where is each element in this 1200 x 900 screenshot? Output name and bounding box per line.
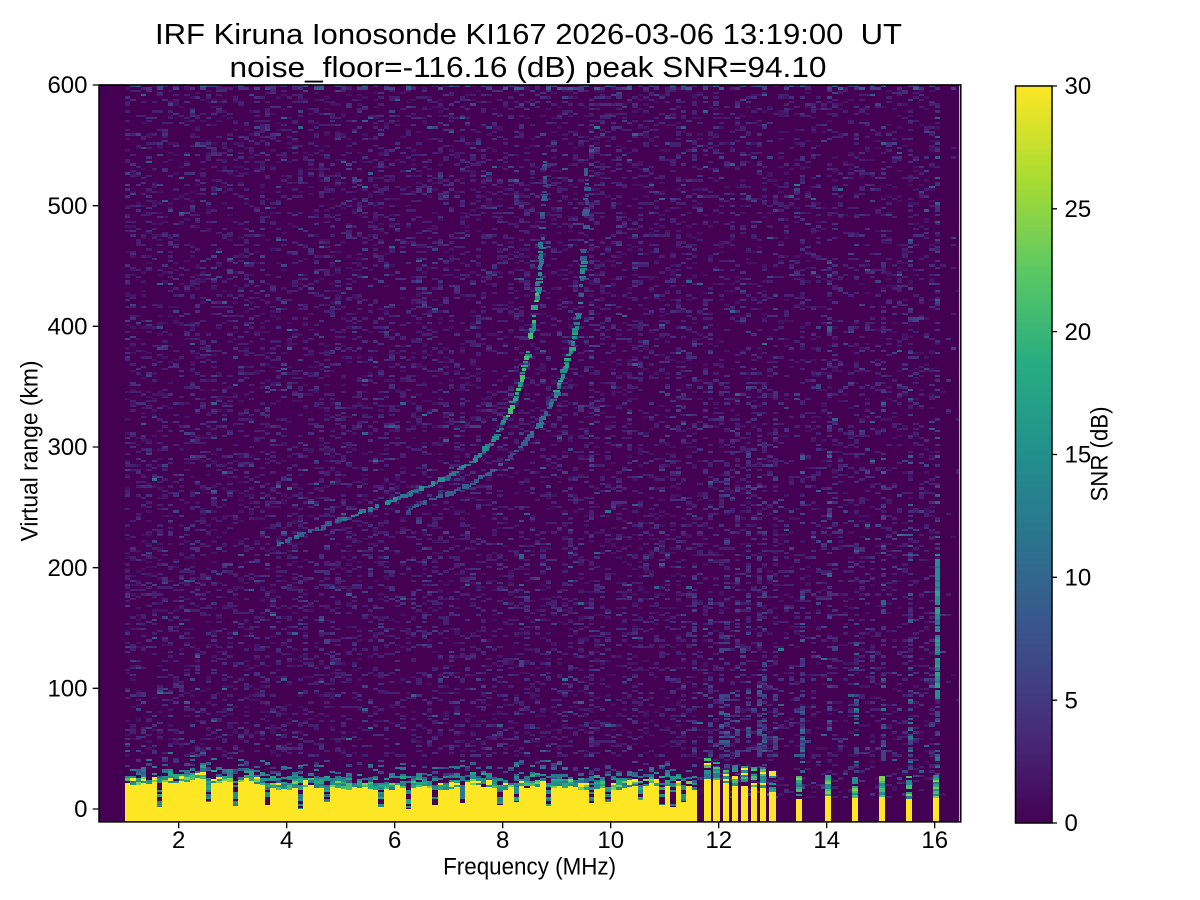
svg-text:IRF Kiruna Ionosonde KI167 202: IRF Kiruna Ionosonde KI167 2026-03-06 13… <box>155 19 902 51</box>
svg-text:0: 0 <box>1065 810 1078 837</box>
svg-text:noise_floor=-116.16 (dB) peak: noise_floor=-116.16 (dB) peak SNR=94.10 <box>230 52 827 84</box>
svg-text:14: 14 <box>813 827 840 854</box>
svg-text:300: 300 <box>47 434 87 461</box>
svg-text:Frequency (MHz): Frequency (MHz) <box>443 854 616 881</box>
svg-text:500: 500 <box>47 193 87 220</box>
svg-text:10: 10 <box>1065 565 1092 592</box>
svg-text:400: 400 <box>47 314 87 341</box>
svg-text:Virtual range (km): Virtual range (km) <box>17 361 44 542</box>
svg-text:0: 0 <box>74 796 87 823</box>
svg-text:100: 100 <box>47 676 87 703</box>
svg-text:2: 2 <box>172 827 185 854</box>
svg-text:16: 16 <box>921 827 948 854</box>
svg-text:15: 15 <box>1065 442 1092 469</box>
svg-text:600: 600 <box>47 72 87 99</box>
svg-text:6: 6 <box>388 827 401 854</box>
svg-text:20: 20 <box>1065 319 1092 346</box>
svg-text:30: 30 <box>1065 73 1092 100</box>
svg-text:200: 200 <box>47 555 87 582</box>
svg-text:SNR (dB): SNR (dB) <box>1087 407 1114 502</box>
svg-text:4: 4 <box>280 827 293 854</box>
svg-text:8: 8 <box>496 827 509 854</box>
svg-text:25: 25 <box>1065 196 1092 223</box>
svg-text:12: 12 <box>705 827 732 854</box>
svg-text:5: 5 <box>1065 687 1078 714</box>
svg-text:10: 10 <box>597 827 624 854</box>
